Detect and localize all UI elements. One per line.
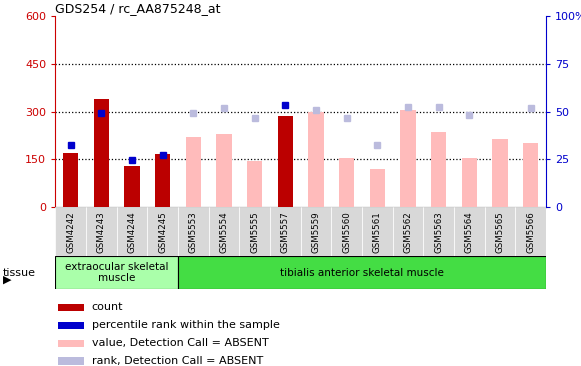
Bar	[147, 207, 178, 256]
Bar	[301, 207, 331, 256]
Bar	[155, 154, 170, 207]
Text: GSM5561: GSM5561	[373, 212, 382, 254]
Bar	[331, 207, 362, 256]
Bar	[454, 207, 485, 256]
Text: GSM4243: GSM4243	[96, 212, 106, 254]
Bar	[178, 256, 546, 289]
Text: percentile rank within the sample: percentile rank within the sample	[92, 320, 279, 330]
Bar	[209, 207, 239, 256]
Bar	[247, 161, 262, 207]
Text: GSM4242: GSM4242	[66, 212, 75, 254]
Text: GSM5566: GSM5566	[526, 212, 535, 254]
Bar	[400, 110, 416, 207]
Text: GSM5563: GSM5563	[434, 212, 443, 254]
Text: rank, Detection Call = ABSENT: rank, Detection Call = ABSENT	[92, 356, 263, 366]
Bar	[493, 139, 508, 207]
Bar	[515, 207, 546, 256]
Text: GDS254 / rc_AA875248_at: GDS254 / rc_AA875248_at	[55, 2, 221, 15]
Bar	[178, 207, 209, 256]
Bar	[55, 256, 178, 289]
Text: GSM5560: GSM5560	[342, 212, 351, 254]
Text: extraocular skeletal
muscle: extraocular skeletal muscle	[65, 262, 168, 284]
Text: GSM4244: GSM4244	[127, 212, 137, 254]
Text: GSM5559: GSM5559	[311, 212, 321, 253]
Text: count: count	[92, 302, 123, 313]
Bar	[58, 340, 84, 347]
Text: GSM4245: GSM4245	[158, 212, 167, 254]
Bar	[86, 207, 117, 256]
Bar	[339, 158, 354, 207]
Bar	[270, 207, 301, 256]
Bar	[94, 99, 109, 207]
Bar	[63, 153, 78, 207]
Bar	[216, 134, 232, 207]
Bar	[117, 207, 147, 256]
Bar	[239, 207, 270, 256]
Text: tibialis anterior skeletal muscle: tibialis anterior skeletal muscle	[280, 268, 444, 278]
Text: value, Detection Call = ABSENT: value, Detection Call = ABSENT	[92, 338, 268, 348]
Bar	[185, 137, 201, 207]
Bar	[309, 112, 324, 207]
Bar	[370, 169, 385, 207]
Bar	[55, 207, 86, 256]
Bar	[485, 207, 515, 256]
Bar	[393, 207, 424, 256]
Bar	[523, 143, 539, 207]
Text: GSM5555: GSM5555	[250, 212, 259, 254]
Bar	[278, 116, 293, 207]
Bar	[58, 358, 84, 365]
Bar	[462, 158, 477, 207]
Text: tissue: tissue	[3, 268, 36, 278]
Text: GSM5564: GSM5564	[465, 212, 474, 254]
Bar	[58, 304, 84, 311]
Text: ▶: ▶	[3, 275, 12, 285]
Text: GSM5565: GSM5565	[496, 212, 505, 254]
Text: GSM5553: GSM5553	[189, 212, 198, 254]
Bar	[424, 207, 454, 256]
Text: GSM5554: GSM5554	[220, 212, 228, 254]
Text: GSM5562: GSM5562	[404, 212, 413, 254]
Bar	[58, 322, 84, 329]
Bar	[124, 165, 139, 207]
Bar	[362, 207, 393, 256]
Text: GSM5557: GSM5557	[281, 212, 290, 254]
Bar	[431, 132, 446, 207]
